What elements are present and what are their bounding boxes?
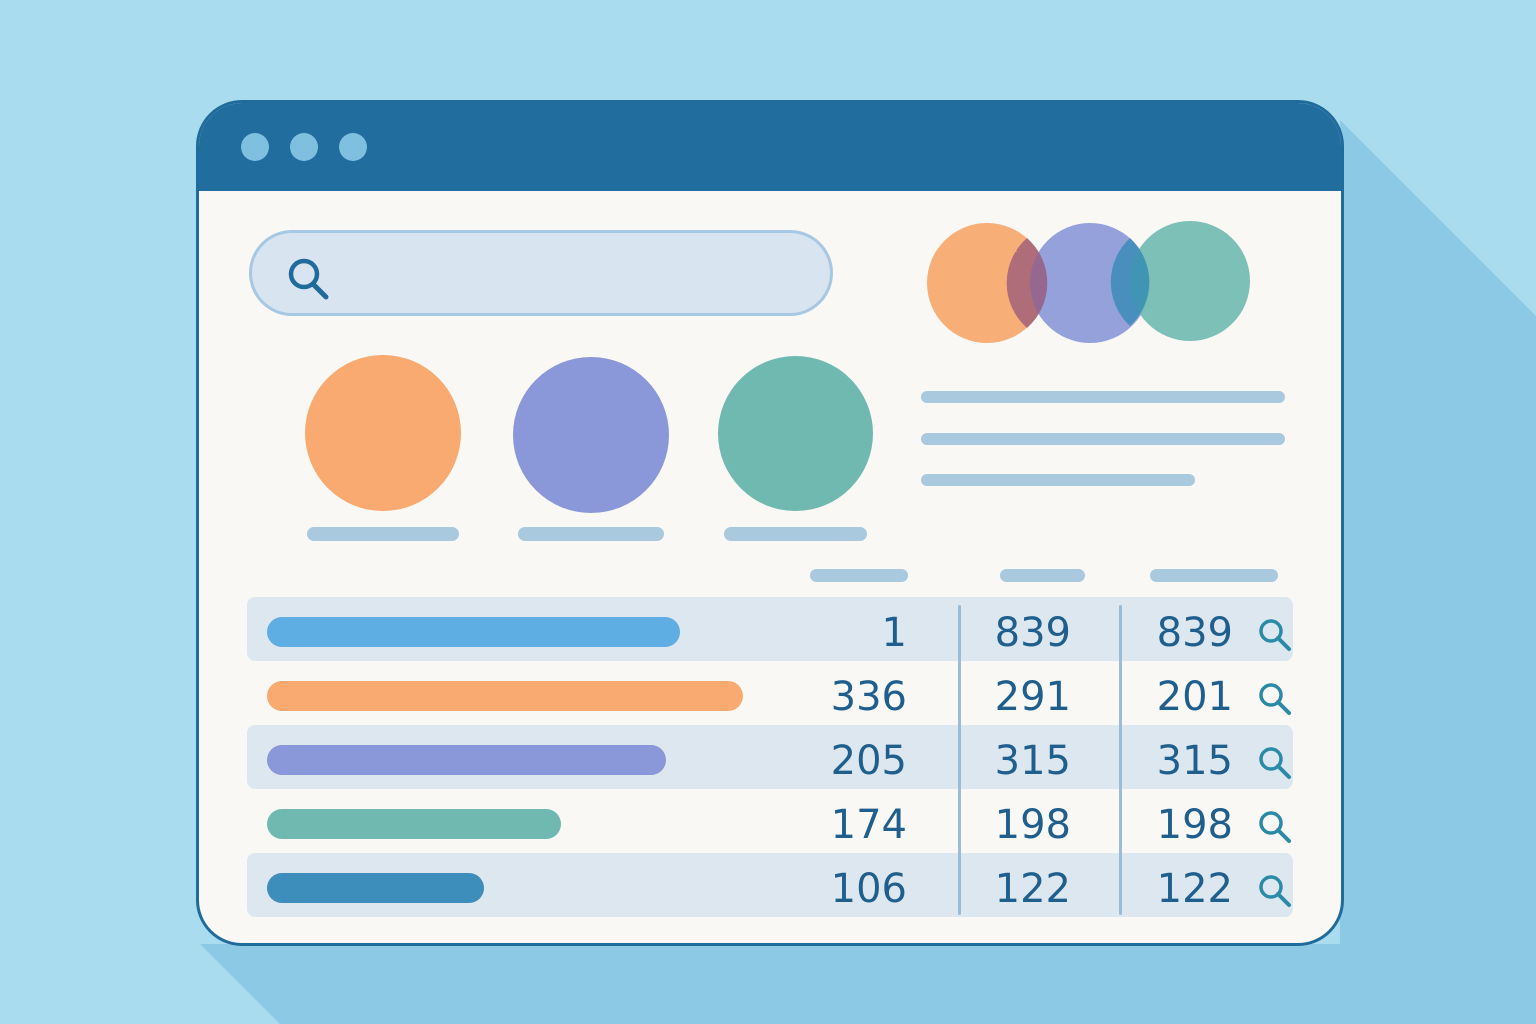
column-header-placeholder: [810, 569, 908, 582]
column-header-placeholder: [1000, 569, 1085, 582]
avatar-caption-placeholder: [307, 527, 459, 541]
row-value-3: 201: [1156, 674, 1233, 720]
search-icon[interactable]: [1255, 615, 1295, 655]
table-row[interactable]: 336 291 201: [247, 661, 1293, 725]
row-value-2: 839: [994, 610, 1071, 656]
search-icon[interactable]: [1255, 743, 1295, 783]
row-value-3: 839: [1156, 610, 1233, 656]
text-line-placeholder: [921, 474, 1195, 486]
data-table: 1 839 839 336 291 201 205 315 315 174 198 198 106 122…: [247, 597, 1293, 917]
search-icon[interactable]: [1255, 807, 1295, 847]
window-control-dot[interactable]: [241, 133, 269, 161]
row-value-3: 315: [1156, 738, 1233, 784]
table-row[interactable]: 174 198 198: [247, 789, 1293, 853]
text-line-placeholder: [921, 391, 1285, 403]
titlebar: [199, 103, 1341, 191]
row-bar: [267, 617, 680, 647]
row-value-2: 291: [994, 674, 1071, 720]
venn-diagram: [927, 221, 1250, 343]
column-divider: [1119, 605, 1122, 915]
row-value-1: 205: [830, 738, 907, 784]
search-icon[interactable]: [282, 253, 334, 305]
row-value-1: 174: [830, 802, 907, 848]
search-input[interactable]: [342, 233, 816, 315]
app-window: 1 839 839 336 291 201 205 315 315 174 198 198 106 122…: [196, 100, 1344, 946]
column-header-placeholder: [1150, 569, 1278, 582]
venn-circle-teal: [1130, 221, 1250, 341]
window-control-dot[interactable]: [290, 133, 318, 161]
window-control-dot[interactable]: [339, 133, 367, 161]
row-value-3: 198: [1156, 802, 1233, 848]
avatar-caption-placeholder: [724, 527, 867, 541]
row-value-1: 336: [830, 674, 907, 720]
row-bar: [267, 873, 484, 903]
avatar-caption-placeholder: [518, 527, 664, 541]
text-line-placeholder: [921, 433, 1285, 445]
search-bar[interactable]: [249, 230, 833, 316]
row-bar: [267, 809, 561, 839]
row-bar: [267, 745, 666, 775]
search-icon[interactable]: [1255, 871, 1295, 911]
avatar-orange[interactable]: [305, 355, 461, 511]
table-row[interactable]: 106 122 122: [247, 853, 1293, 917]
table-row[interactable]: 205 315 315: [247, 725, 1293, 789]
row-value-2: 122: [994, 866, 1071, 912]
row-value-1: 106: [830, 866, 907, 912]
avatar-teal[interactable]: [718, 356, 873, 511]
column-divider: [958, 605, 961, 915]
row-bar: [267, 681, 743, 711]
row-value-2: 315: [994, 738, 1071, 784]
search-icon[interactable]: [1255, 679, 1295, 719]
avatar-purple[interactable]: [513, 357, 669, 513]
row-value-3: 122: [1156, 866, 1233, 912]
table-row[interactable]: 1 839 839: [247, 597, 1293, 661]
row-value-1: 1: [881, 610, 907, 656]
row-value-2: 198: [994, 802, 1071, 848]
